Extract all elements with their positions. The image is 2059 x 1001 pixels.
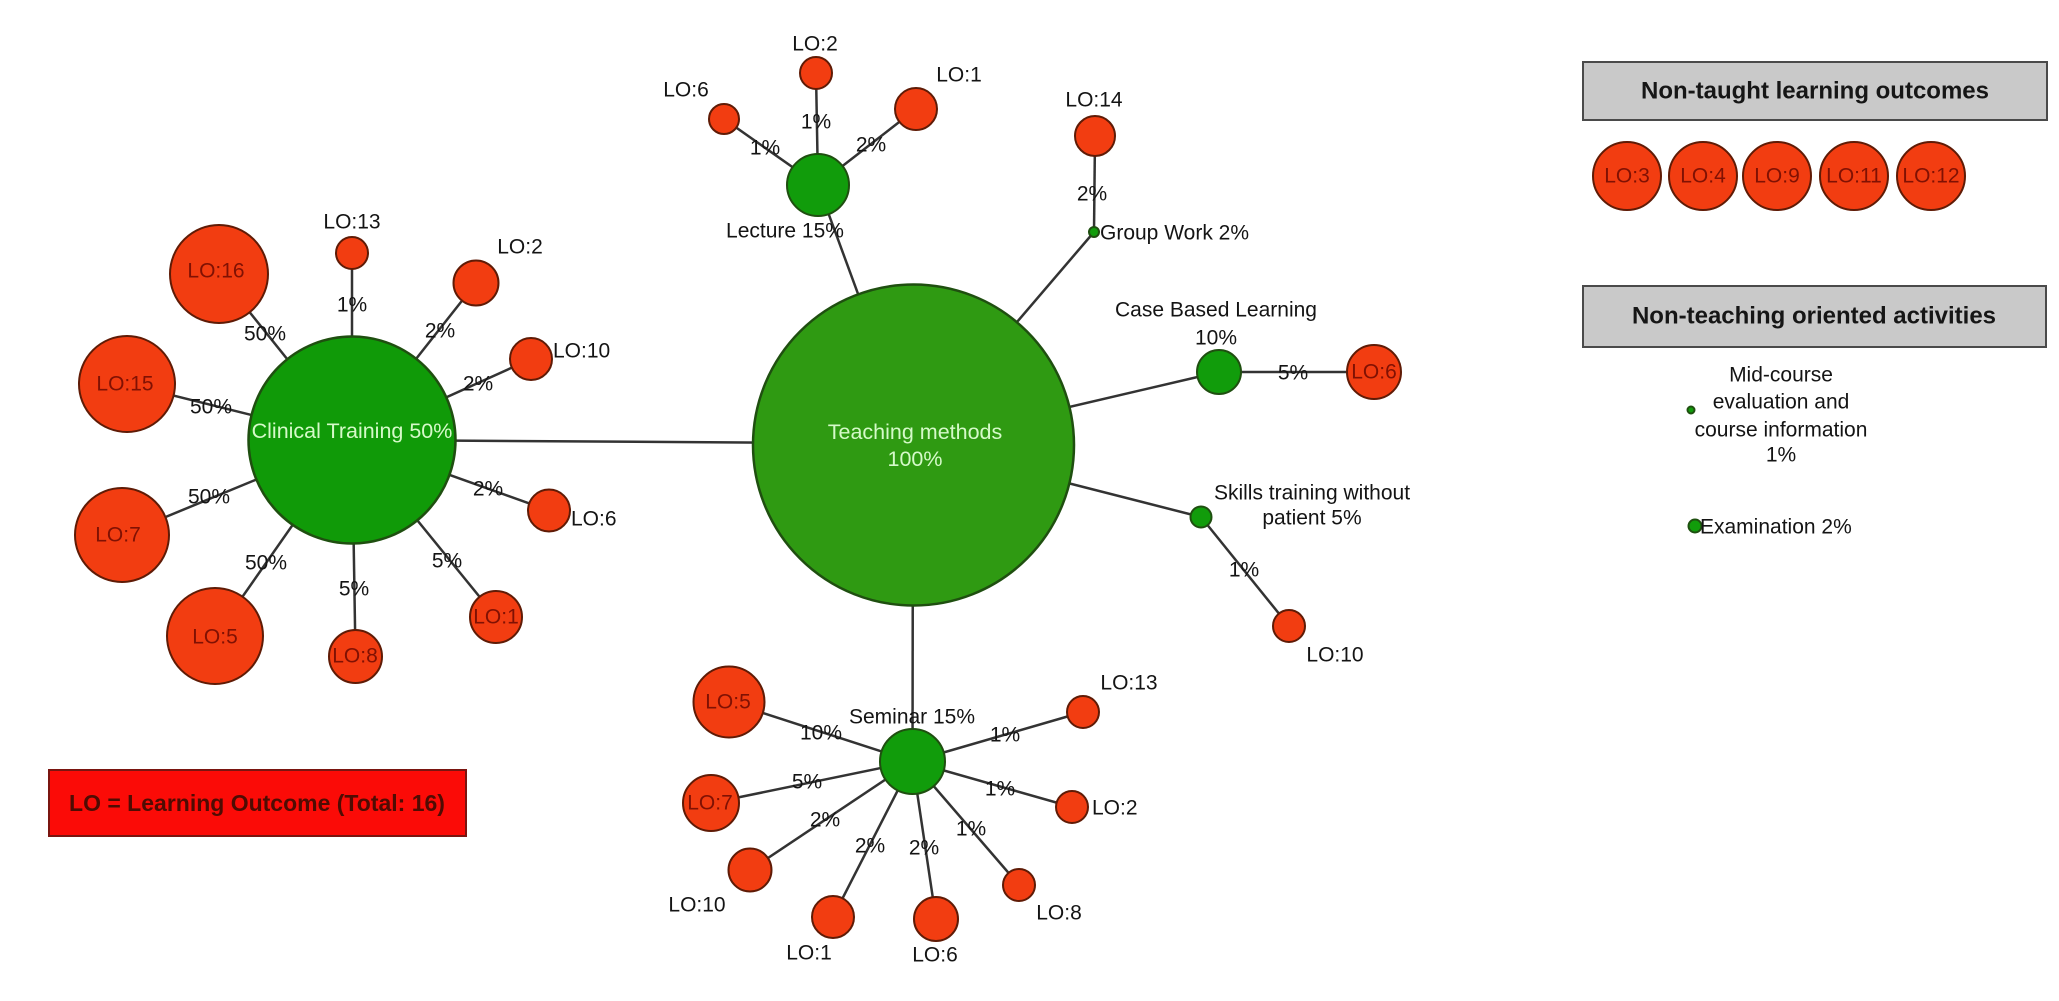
svg-text:Group Work 2%: Group Work 2% — [1100, 222, 1249, 245]
svg-text:2%: 2% — [909, 837, 939, 860]
svg-text:LO:10: LO:10 — [1306, 644, 1363, 667]
svg-text:LO:1: LO:1 — [936, 64, 982, 87]
svg-text:Mid-course: Mid-course — [1729, 364, 1833, 387]
svg-text:LO:2: LO:2 — [1092, 797, 1138, 820]
svg-text:LO:2: LO:2 — [497, 236, 543, 259]
svg-text:2%: 2% — [473, 478, 503, 501]
svg-text:LO:9: LO:9 — [1754, 165, 1800, 188]
svg-text:LO:13: LO:13 — [323, 211, 380, 234]
svg-text:Teaching methods: Teaching methods — [828, 420, 1003, 444]
svg-text:Non-teaching oriented activiti: Non-teaching oriented activities — [1632, 303, 1996, 330]
svg-text:LO:1: LO:1 — [786, 942, 832, 965]
svg-text:Skills training without: Skills training without — [1214, 482, 1410, 505]
svg-text:LO:11: LO:11 — [1826, 165, 1882, 188]
svg-text:2%: 2% — [425, 320, 455, 343]
svg-text:Clinical Training 50%: Clinical Training 50% — [252, 419, 453, 443]
svg-text:5%: 5% — [432, 550, 462, 573]
svg-text:1%: 1% — [750, 137, 780, 160]
svg-text:1%: 1% — [801, 111, 831, 134]
svg-text:LO:14: LO:14 — [1065, 89, 1123, 112]
svg-text:2%: 2% — [856, 134, 886, 157]
svg-text:Seminar 15%: Seminar 15% — [849, 706, 975, 729]
svg-text:LO = Learning Outcome (Total:: LO = Learning Outcome (Total: 16) — [69, 790, 445, 816]
svg-text:2%: 2% — [463, 373, 493, 396]
svg-text:1%: 1% — [1766, 444, 1796, 467]
svg-text:50%: 50% — [245, 552, 287, 575]
svg-text:5%: 5% — [339, 578, 369, 601]
svg-text:LO:6: LO:6 — [912, 944, 958, 967]
svg-text:LO:6: LO:6 — [1351, 361, 1397, 384]
svg-text:LO:16: LO:16 — [187, 260, 244, 283]
svg-text:1%: 1% — [990, 724, 1020, 747]
svg-text:Examination 2%: Examination 2% — [1700, 516, 1852, 539]
svg-text:10%: 10% — [800, 722, 842, 745]
svg-text:5%: 5% — [792, 771, 822, 794]
svg-text:LO:6: LO:6 — [571, 508, 617, 531]
svg-text:2%: 2% — [1077, 183, 1107, 206]
svg-text:10%: 10% — [1195, 327, 1237, 350]
svg-text:LO:1: LO:1 — [473, 606, 519, 629]
svg-text:2%: 2% — [810, 809, 840, 832]
svg-text:1%: 1% — [985, 778, 1015, 801]
svg-text:LO:8: LO:8 — [1036, 902, 1082, 925]
svg-text:LO:3: LO:3 — [1604, 165, 1650, 188]
svg-text:LO:6: LO:6 — [663, 79, 709, 102]
svg-text:1%: 1% — [1229, 559, 1259, 582]
svg-text:LO:12: LO:12 — [1902, 165, 1959, 188]
svg-text:LO:7: LO:7 — [95, 524, 141, 547]
svg-text:Case Based Learning: Case Based Learning — [1115, 299, 1317, 322]
svg-text:LO:5: LO:5 — [192, 626, 238, 649]
svg-text:LO:4: LO:4 — [1680, 165, 1726, 188]
svg-text:evaluation and: evaluation and — [1713, 391, 1850, 414]
svg-text:course information: course information — [1695, 419, 1868, 442]
svg-text:2%: 2% — [855, 835, 885, 858]
svg-text:50%: 50% — [244, 323, 286, 346]
svg-text:patient 5%: patient 5% — [1262, 507, 1361, 530]
svg-text:50%: 50% — [188, 486, 230, 509]
svg-text:LO:7: LO:7 — [687, 792, 733, 815]
svg-text:LO:15: LO:15 — [96, 373, 153, 396]
svg-text:1%: 1% — [337, 294, 367, 317]
svg-text:1%: 1% — [956, 818, 986, 841]
svg-text:LO:2: LO:2 — [792, 33, 838, 56]
svg-text:LO:13: LO:13 — [1100, 672, 1157, 695]
svg-text:Lecture 15%: Lecture 15% — [726, 220, 844, 243]
svg-text:LO:8: LO:8 — [332, 645, 378, 668]
svg-text:100%: 100% — [888, 447, 943, 471]
svg-text:LO:10: LO:10 — [668, 894, 725, 917]
svg-text:Non-taught learning outcomes: Non-taught learning outcomes — [1641, 78, 1989, 105]
svg-text:LO:5: LO:5 — [705, 691, 751, 714]
svg-text:50%: 50% — [190, 396, 232, 419]
svg-text:LO:10: LO:10 — [553, 340, 610, 363]
svg-text:5%: 5% — [1278, 362, 1308, 385]
